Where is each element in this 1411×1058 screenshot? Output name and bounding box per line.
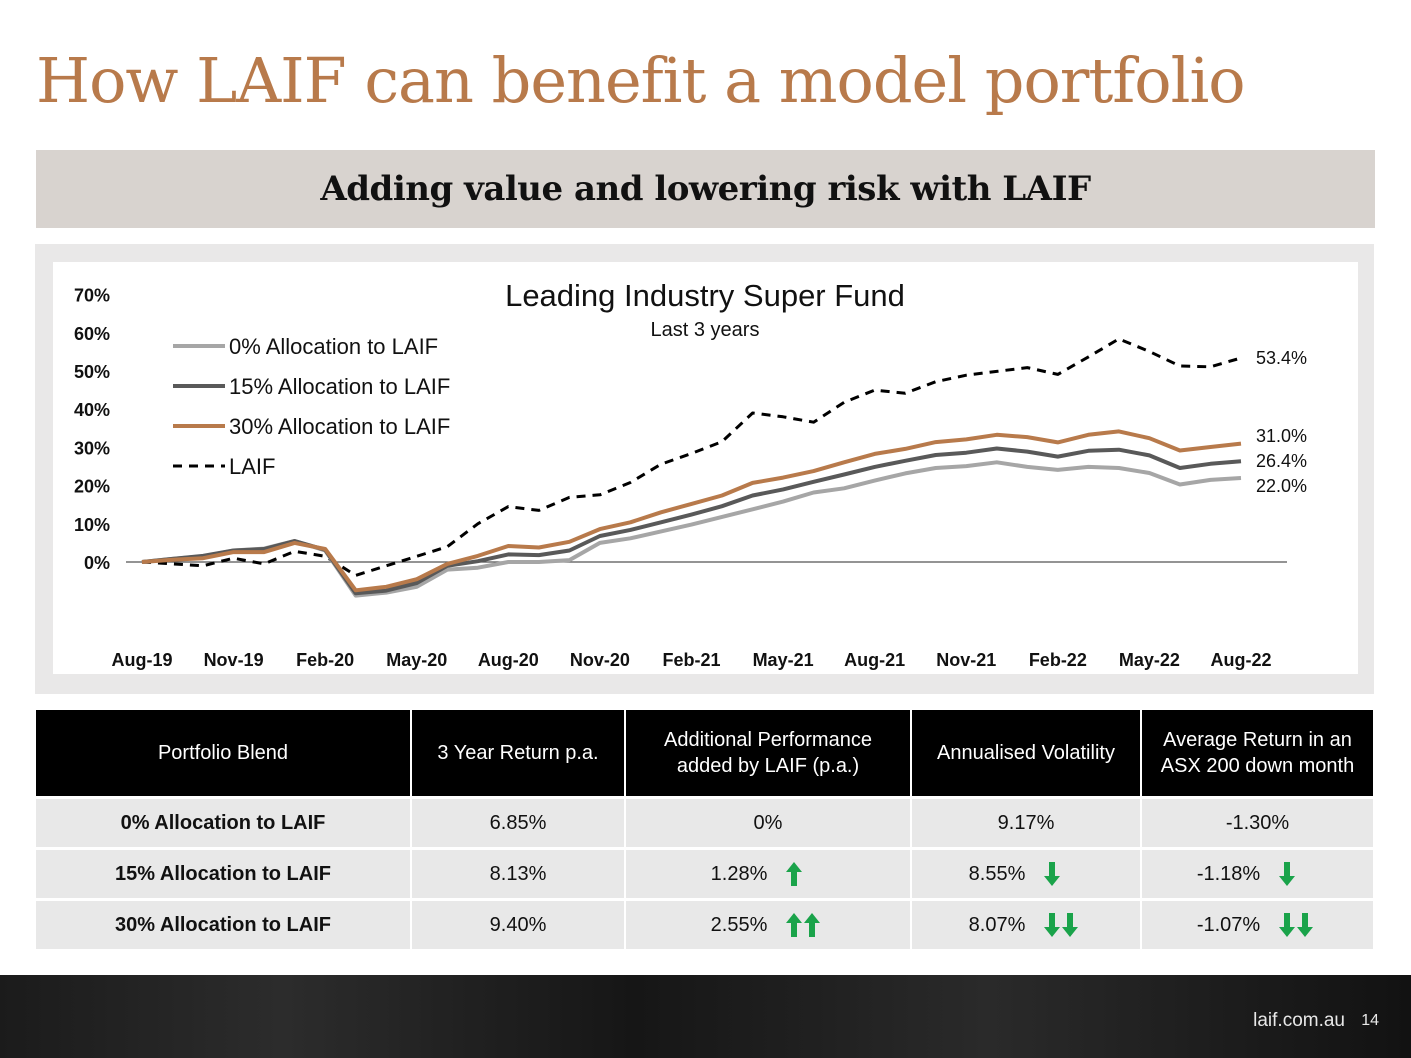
- row-0-blend: 0% Allocation to LAIF: [36, 796, 412, 847]
- series-line: [141, 429, 1242, 593]
- series-line: [141, 446, 1242, 596]
- x-tick-label: May-20: [386, 650, 447, 670]
- row-2-blend: 30% Allocation to LAIF: [36, 898, 412, 949]
- double-down-arrow-icon: [1043, 912, 1083, 938]
- row-2-additional: 2.55%: [710, 913, 768, 936]
- legend-label: LAIF: [229, 454, 275, 479]
- y-tick-label: 50%: [74, 362, 110, 382]
- x-tick-label: Aug-22: [1210, 650, 1271, 670]
- series-end-label: 26.4%: [1256, 451, 1307, 471]
- row-2-volatility: 8.07%: [968, 913, 1026, 936]
- y-tick-label: 30%: [74, 438, 110, 458]
- double-down-arrow-icon: [1278, 912, 1318, 938]
- header-3yr-return: 3 Year Return p.a.: [412, 710, 626, 796]
- down-arrow-icon: [1043, 861, 1083, 887]
- section-banner: Adding value and lowering risk with LAIF: [36, 150, 1375, 228]
- header-down-month: Average Return in an ASX 200 down month: [1142, 710, 1373, 796]
- legend-label: 30% Allocation to LAIF: [229, 414, 450, 439]
- header-down-month-text: Average Return in an ASX 200 down month: [1160, 729, 1355, 777]
- row-0-volatility: 9.17%: [912, 796, 1142, 847]
- row-2-return: 9.40%: [412, 898, 626, 949]
- table-row: 30% Allocation to LAIF 9.40% 2.55% 8.07%…: [36, 898, 1373, 949]
- x-tick-label: Feb-21: [662, 650, 720, 670]
- table-row: 15% Allocation to LAIF 8.13% 1.28% 8.55%…: [36, 847, 1373, 898]
- chart-panel: [53, 262, 1358, 674]
- x-tick-label: Aug-21: [844, 650, 905, 670]
- table-header-row: Portfolio Blend 3 Year Return p.a. Addit…: [36, 710, 1373, 796]
- row-2-additional-cell: 2.55%: [626, 898, 912, 949]
- x-tick-label: Feb-22: [1029, 650, 1087, 670]
- y-tick-label: 0%: [84, 553, 110, 573]
- header-volatility: Annualised Volatility: [912, 710, 1142, 796]
- chart-title: Leading Industry Super Fund: [505, 278, 905, 313]
- y-tick-label: 70%: [74, 286, 110, 306]
- y-tick-label: 40%: [74, 400, 110, 420]
- series-line: [141, 460, 1242, 598]
- down-arrow-icon: [1278, 861, 1318, 887]
- header-additional-performance-text: Additional Performance added by LAIF (p.…: [664, 729, 872, 777]
- x-tick-label: May-21: [753, 650, 814, 670]
- row-2-down-month: -1.07%: [1196, 913, 1261, 936]
- banner-text: Adding value and lowering risk with LAIF: [320, 169, 1091, 209]
- chart-subtitle: Last 3 years: [651, 319, 760, 341]
- row-2-down-month-cell: -1.07%: [1142, 898, 1373, 949]
- table-row: 0% Allocation to LAIF 6.85% 0% 9.17% -1.…: [36, 796, 1373, 847]
- y-tick-label: 20%: [74, 477, 110, 497]
- header-portfolio-blend: Portfolio Blend: [36, 710, 412, 796]
- page-number: 14: [1361, 1012, 1379, 1029]
- row-1-volatility-cell: 8.55%: [912, 847, 1142, 898]
- x-tick-label: Nov-19: [204, 650, 264, 670]
- row-1-return: 8.13%: [412, 847, 626, 898]
- page-title: How LAIF can benefit a model portfolio: [36, 44, 1246, 117]
- legend-label: 0% Allocation to LAIF: [229, 334, 438, 359]
- x-tick-label: Aug-20: [478, 650, 539, 670]
- x-tick-label: Nov-21: [936, 650, 996, 670]
- row-1-blend: 15% Allocation to LAIF: [36, 847, 412, 898]
- header-additional-performance: Additional Performance added by LAIF (p.…: [626, 710, 912, 796]
- row-1-volatility: 8.55%: [968, 862, 1026, 885]
- footer-website: laif.com.au: [1253, 1010, 1345, 1031]
- x-tick-label: May-22: [1119, 650, 1180, 670]
- series-end-label: 53.4%: [1256, 348, 1307, 368]
- x-tick-label: Aug-19: [111, 650, 172, 670]
- row-0-down-month: -1.30%: [1142, 796, 1373, 847]
- double-up-arrow-icon: [785, 912, 825, 938]
- x-tick-label: Feb-20: [296, 650, 354, 670]
- row-1-additional-cell: 1.28%: [626, 847, 912, 898]
- series-end-label: 22.0%: [1256, 476, 1307, 496]
- footer-bar: [0, 975, 1411, 1058]
- y-tick-label: 60%: [74, 324, 110, 344]
- x-tick-label: Nov-20: [570, 650, 630, 670]
- row-0-return: 6.85%: [412, 796, 626, 847]
- row-2-volatility-cell: 8.07%: [912, 898, 1142, 949]
- row-1-down-month-cell: -1.18%: [1142, 847, 1373, 898]
- series-end-label: 31.0%: [1256, 426, 1307, 446]
- performance-chart: Leading Industry Super Fund Last 3 years 7…: [74, 278, 1307, 670]
- portfolio-table: Portfolio Blend 3 Year Return p.a. Addit…: [36, 710, 1373, 949]
- legend-label: 15% Allocation to LAIF: [229, 374, 450, 399]
- y-tick-label: 10%: [74, 515, 110, 535]
- series-line: [141, 337, 1242, 577]
- row-1-additional: 1.28%: [710, 862, 768, 885]
- up-arrow-icon: [785, 861, 825, 887]
- row-1-down-month: -1.18%: [1196, 862, 1261, 885]
- row-0-additional: 0%: [626, 796, 912, 847]
